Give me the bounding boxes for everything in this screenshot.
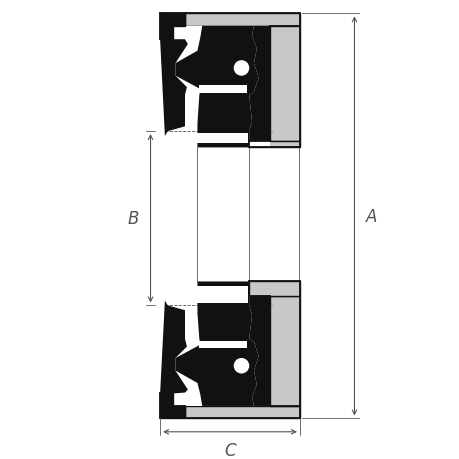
- Circle shape: [232, 60, 250, 78]
- Polygon shape: [269, 296, 299, 406]
- Polygon shape: [197, 286, 248, 304]
- Polygon shape: [199, 86, 246, 94]
- Text: A: A: [365, 207, 376, 225]
- Polygon shape: [160, 301, 187, 394]
- Polygon shape: [175, 27, 258, 148]
- Polygon shape: [185, 27, 269, 148]
- Polygon shape: [185, 27, 269, 141]
- Polygon shape: [269, 27, 299, 141]
- Polygon shape: [160, 14, 185, 40]
- Polygon shape: [160, 40, 187, 137]
- Text: B: B: [128, 210, 139, 228]
- Polygon shape: [175, 282, 258, 406]
- Polygon shape: [249, 282, 299, 296]
- Polygon shape: [185, 296, 269, 406]
- Polygon shape: [185, 406, 299, 419]
- Polygon shape: [197, 134, 248, 143]
- Polygon shape: [185, 14, 299, 27]
- Polygon shape: [249, 141, 299, 148]
- Polygon shape: [199, 341, 246, 349]
- Text: C: C: [224, 442, 235, 459]
- Polygon shape: [185, 27, 269, 141]
- Polygon shape: [160, 394, 185, 419]
- Polygon shape: [185, 296, 269, 406]
- Circle shape: [232, 358, 250, 375]
